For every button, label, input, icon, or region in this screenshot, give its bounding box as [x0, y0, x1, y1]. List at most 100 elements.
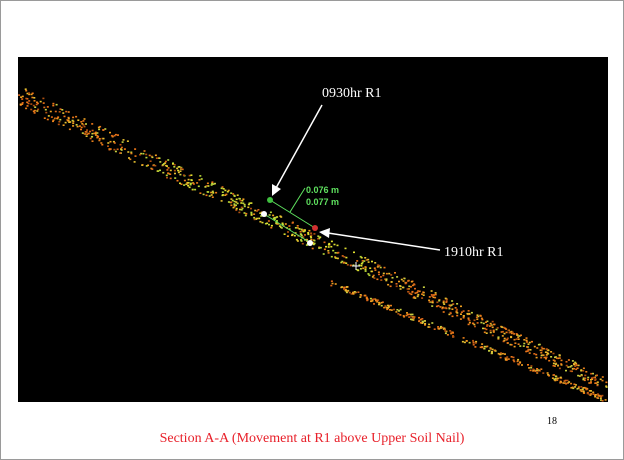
scan-point	[486, 346, 488, 348]
scan-point	[259, 221, 261, 223]
scan-point	[496, 329, 498, 331]
scan-point	[64, 116, 66, 118]
scan-point	[62, 112, 64, 114]
scan-point	[490, 332, 492, 334]
scan-point	[52, 105, 54, 107]
scan-point	[484, 348, 486, 350]
scan-point	[317, 235, 319, 237]
scan-point	[193, 183, 195, 185]
scan-point	[388, 306, 390, 308]
scan-point	[481, 319, 483, 321]
scan-point	[100, 142, 102, 144]
scan-point	[507, 342, 509, 344]
scan-point	[354, 291, 356, 293]
scan-point	[268, 224, 270, 226]
scan-point	[493, 330, 495, 332]
scan-point	[145, 157, 147, 159]
scan-point	[115, 151, 117, 153]
scan-point	[343, 262, 345, 264]
scan-point	[318, 247, 320, 249]
scan-point	[346, 286, 348, 288]
scan-point	[376, 300, 378, 302]
scan-point	[396, 283, 398, 285]
scan-point	[504, 338, 506, 340]
scan-point	[352, 292, 354, 294]
scan-point	[429, 296, 431, 298]
scan-point	[494, 350, 496, 352]
scan-point	[546, 349, 548, 351]
scan-point	[222, 191, 224, 193]
scan-point	[228, 201, 230, 203]
scan-point	[209, 195, 211, 197]
scan-point	[363, 260, 365, 262]
scan-point	[98, 140, 100, 142]
scan-point	[492, 335, 494, 337]
scan-point	[407, 291, 409, 293]
scan-point	[335, 257, 337, 259]
scan-point	[374, 269, 376, 271]
scan-point	[445, 298, 447, 300]
scan-point	[251, 214, 253, 216]
scan-point	[230, 201, 232, 203]
scan-point	[428, 300, 430, 302]
scan-point	[553, 379, 555, 381]
scan-point	[307, 234, 309, 236]
scan-point	[368, 275, 370, 277]
scan-point	[68, 111, 70, 113]
scan-point	[170, 170, 172, 172]
scan-point	[452, 332, 454, 334]
scan-point	[388, 273, 390, 275]
scan-point	[560, 381, 562, 383]
scan-point	[254, 210, 256, 212]
scan-point	[192, 189, 194, 191]
scan-point	[194, 189, 196, 191]
scan-point	[345, 248, 347, 250]
scan-point	[386, 309, 388, 311]
scan-point	[526, 342, 528, 344]
scan-point	[269, 214, 271, 216]
scan-point	[514, 342, 516, 344]
scan-point	[119, 152, 121, 154]
scan-point	[110, 141, 112, 143]
scan-point	[91, 136, 93, 138]
scan-point	[37, 109, 39, 111]
scan-point	[595, 378, 597, 380]
scan-point	[227, 191, 229, 193]
scan-point	[597, 385, 599, 387]
scan-point	[443, 302, 445, 304]
scan-point	[526, 346, 528, 348]
scan-point	[27, 105, 29, 107]
scan-point	[407, 280, 409, 282]
scan-point	[504, 353, 506, 355]
scan-point	[370, 298, 372, 300]
scan-point	[529, 352, 531, 354]
scan-point	[427, 326, 429, 328]
scan-point	[428, 324, 430, 326]
scan-point	[114, 142, 116, 144]
scan-point	[221, 200, 223, 202]
scan-point	[574, 362, 576, 364]
scan-point	[43, 102, 45, 104]
scan-point	[91, 133, 93, 135]
scan-point	[431, 305, 433, 307]
scan-point	[266, 223, 268, 225]
scan-point	[407, 288, 409, 290]
scan-point	[542, 372, 544, 374]
scan-point	[513, 359, 515, 361]
scan-point	[134, 161, 136, 163]
scan-point	[34, 112, 36, 114]
scan-point	[159, 161, 161, 163]
scan-point	[443, 311, 445, 313]
scan-point	[434, 297, 436, 299]
scan-point	[47, 119, 49, 121]
scan-point	[288, 225, 290, 227]
scan-point	[292, 222, 294, 224]
scan-point	[474, 326, 476, 328]
scan-point	[151, 157, 153, 159]
scan-point	[417, 296, 419, 298]
scan-point	[211, 181, 213, 183]
scan-point	[30, 109, 32, 111]
scan-point	[203, 194, 205, 196]
scan-point	[165, 161, 167, 163]
scan-point	[494, 324, 496, 326]
